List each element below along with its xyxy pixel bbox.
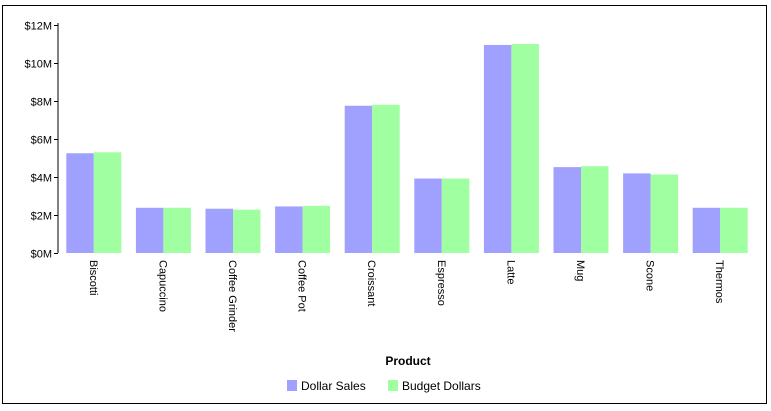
legend: Dollar Sales Budget Dollars — [287, 379, 481, 393]
x-tick-label: Biscotti — [87, 260, 99, 295]
x-tick-label: Coffee Pot — [296, 260, 308, 312]
bar-budget-dollars — [511, 44, 539, 253]
y-tick-label: $8M — [31, 97, 52, 109]
y-axis: $0M $2M $4M $6M $8M $10M $12M — [24, 21, 59, 261]
y-tick-label: $6M — [31, 135, 52, 147]
bar-dollar-sales — [483, 44, 512, 254]
x-tick-label: Espresso — [435, 260, 447, 306]
bar-dollar-sales — [414, 178, 442, 253]
bar-dollar-sales — [623, 173, 651, 253]
y-tick-label: $0M — [31, 249, 52, 261]
legend-label: Dollar Sales — [301, 379, 366, 393]
y-tick-label: $4M — [31, 173, 52, 185]
bar-dollar-sales — [344, 105, 373, 253]
bar-budget-dollars — [720, 207, 748, 253]
bar-dollar-sales — [66, 153, 94, 253]
x-tick-label: Capuccino — [156, 260, 168, 312]
x-tick-label: Mug — [574, 260, 586, 281]
legend-label: Budget Dollars — [402, 379, 481, 393]
bars — [66, 44, 748, 254]
y-tick-label: $2M — [31, 211, 52, 223]
bar-dollar-sales — [553, 167, 581, 253]
x-axis-title: Product — [385, 354, 430, 368]
bar-dollar-sales — [275, 206, 303, 253]
x-axis: Biscotti Capuccino Coffee Grinder Coffee Po… — [87, 260, 725, 332]
bar-budget-dollars — [233, 209, 261, 253]
x-tick-label: Croissant — [365, 260, 377, 306]
x-tick-label: Latte — [504, 260, 516, 284]
bar-budget-dollars — [650, 174, 679, 253]
bar-dollar-sales — [205, 208, 233, 253]
bar-budget-dollars — [163, 207, 191, 253]
legend-swatch — [388, 380, 398, 391]
y-tick-label: $10M — [24, 59, 52, 71]
x-tick-label: Thermos — [713, 260, 725, 304]
bar-dollar-sales — [692, 207, 721, 253]
bar-dollar-sales — [135, 207, 164, 253]
bar-budget-dollars — [93, 152, 122, 253]
bar-budget-dollars — [441, 178, 470, 253]
bar-budget-dollars — [302, 205, 331, 253]
x-tick-label: Scone — [644, 260, 656, 291]
bar-budget-dollars — [581, 166, 609, 253]
bar-budget-dollars — [372, 104, 400, 253]
legend-swatch — [287, 380, 297, 391]
y-tick-label: $12M — [24, 21, 52, 33]
x-tick-label: Coffee Grinder — [226, 260, 238, 332]
